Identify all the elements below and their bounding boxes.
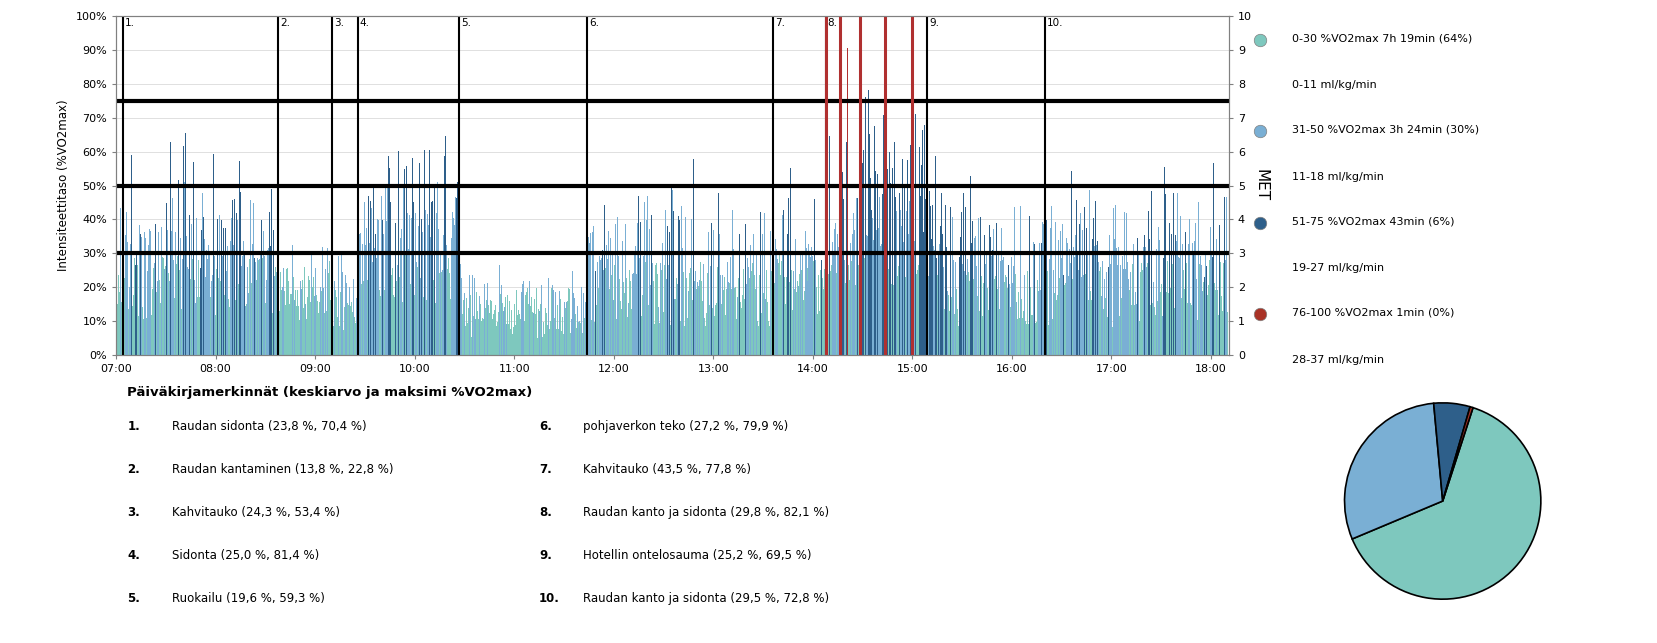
Text: 7.: 7. bbox=[539, 463, 552, 476]
Text: 8.: 8. bbox=[827, 18, 837, 28]
Text: Raudan kanto ja sidonta (29,5 %, 72,8 %): Raudan kanto ja sidonta (29,5 %, 72,8 %) bbox=[583, 592, 828, 605]
Text: 28-37 ml/kg/min: 28-37 ml/kg/min bbox=[1291, 355, 1384, 365]
Text: 19-27 ml/kg/min: 19-27 ml/kg/min bbox=[1291, 264, 1384, 273]
Text: Hotellin ontelosauma (25,2 %, 69,5 %): Hotellin ontelosauma (25,2 %, 69,5 %) bbox=[583, 549, 812, 562]
Text: 8.: 8. bbox=[539, 506, 552, 519]
Text: 6.: 6. bbox=[539, 420, 552, 433]
Wedge shape bbox=[1442, 407, 1471, 501]
Text: 3.: 3. bbox=[128, 506, 139, 519]
Y-axis label: MET: MET bbox=[1253, 170, 1268, 201]
Text: 4.: 4. bbox=[128, 549, 139, 562]
Text: 31-50 %VO2max 3h 24min (30%): 31-50 %VO2max 3h 24min (30%) bbox=[1291, 125, 1478, 134]
Text: 9.: 9. bbox=[539, 549, 552, 562]
Text: pohjaverkon teko (27,2 %, 79,9 %): pohjaverkon teko (27,2 %, 79,9 %) bbox=[583, 420, 789, 433]
Text: Ruokailu (19,6 %, 59,3 %): Ruokailu (19,6 %, 59,3 %) bbox=[172, 592, 325, 605]
Text: 9.: 9. bbox=[928, 18, 940, 28]
Text: 5.: 5. bbox=[128, 592, 139, 605]
Text: Päiväkirjamerkinnät (keskiarvo ja maksimi %VO2max): Päiväkirjamerkinnät (keskiarvo ja maksim… bbox=[128, 386, 532, 399]
Text: 0-30 %VO2max 7h 19min (64%): 0-30 %VO2max 7h 19min (64%) bbox=[1291, 33, 1471, 43]
Text: Raudan kantaminen (13,8 %, 22,8 %): Raudan kantaminen (13,8 %, 22,8 %) bbox=[172, 463, 393, 476]
Text: Kahvitauko (43,5 %, 77,8 %): Kahvitauko (43,5 %, 77,8 %) bbox=[583, 463, 751, 476]
Text: 2.: 2. bbox=[280, 18, 290, 28]
Text: 11-18 ml/kg/min: 11-18 ml/kg/min bbox=[1291, 172, 1382, 182]
Text: 5.: 5. bbox=[461, 18, 471, 28]
Text: Sidonta (25,0 %, 81,4 %): Sidonta (25,0 %, 81,4 %) bbox=[172, 549, 318, 562]
Y-axis label: Intensiteettitaso (%VO2max): Intensiteettitaso (%VO2max) bbox=[56, 100, 70, 271]
Text: 0-11 ml/kg/min: 0-11 ml/kg/min bbox=[1291, 80, 1375, 91]
Text: 1.: 1. bbox=[124, 18, 134, 28]
Text: 3.: 3. bbox=[333, 18, 345, 28]
Text: 6.: 6. bbox=[588, 18, 598, 28]
Text: 10.: 10. bbox=[539, 592, 560, 605]
Text: 10.: 10. bbox=[1046, 18, 1062, 28]
Wedge shape bbox=[1352, 408, 1539, 599]
Text: 7.: 7. bbox=[774, 18, 784, 28]
Text: 76-100 %VO2max 1min (0%): 76-100 %VO2max 1min (0%) bbox=[1291, 307, 1453, 318]
Text: 2.: 2. bbox=[128, 463, 139, 476]
Text: 4.: 4. bbox=[360, 18, 370, 28]
Wedge shape bbox=[1433, 403, 1470, 501]
Text: Kahvitauko (24,3 %, 53,4 %): Kahvitauko (24,3 %, 53,4 %) bbox=[172, 506, 340, 519]
Wedge shape bbox=[1344, 403, 1442, 539]
Text: Raudan sidonta (23,8 %, 70,4 %): Raudan sidonta (23,8 %, 70,4 %) bbox=[172, 420, 366, 433]
Text: 51-75 %VO2max 43min (6%): 51-75 %VO2max 43min (6%) bbox=[1291, 216, 1453, 226]
Text: 1.: 1. bbox=[128, 420, 139, 433]
Text: Raudan kanto ja sidonta (29,8 %, 82,1 %): Raudan kanto ja sidonta (29,8 %, 82,1 %) bbox=[583, 506, 828, 519]
